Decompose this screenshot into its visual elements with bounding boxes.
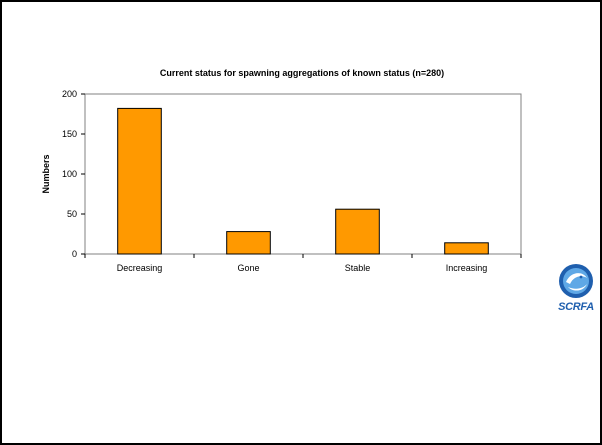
x-tick-label: Gone xyxy=(237,263,259,273)
scrfa-logo: SCRFA xyxy=(554,260,598,320)
x-tick-label: Stable xyxy=(345,263,371,273)
chart-title: Current status for spawning aggregations… xyxy=(159,68,445,78)
bar-increasing xyxy=(444,242,489,255)
y-tick-label: 50 xyxy=(67,209,77,219)
bar-gone xyxy=(226,231,271,255)
y-tick-label: 0 xyxy=(72,249,77,259)
x-tick-label: Decreasing xyxy=(117,263,163,273)
bar-stable xyxy=(335,208,380,255)
y-axis-label: Numbers xyxy=(41,154,51,193)
y-tick-label: 150 xyxy=(62,129,77,139)
y-tick-label: 200 xyxy=(62,89,77,99)
y-tick-label: 100 xyxy=(62,169,77,179)
x-tick-label: Increasing xyxy=(446,263,488,273)
bars xyxy=(117,107,489,255)
globe-fish-icon xyxy=(559,264,593,298)
y-axis: 0 50 100 150 200 xyxy=(62,89,85,259)
logo-text: SCRFA xyxy=(558,301,594,313)
bar-decreasing xyxy=(117,107,162,255)
x-axis: Decreasing Gone Stable Increasing xyxy=(84,254,522,273)
